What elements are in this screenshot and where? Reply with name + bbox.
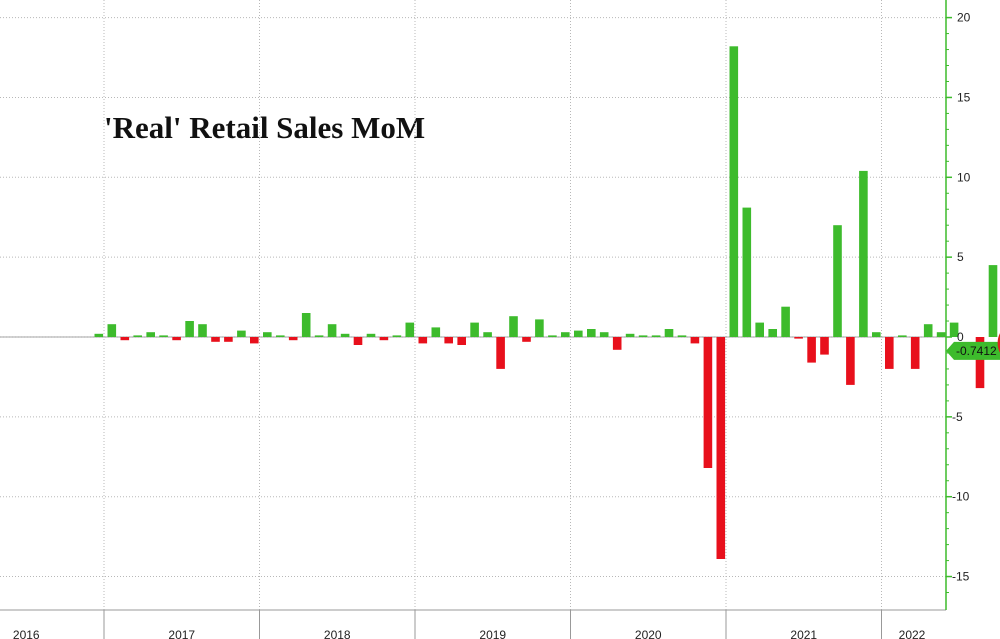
- bar: [910, 337, 920, 369]
- y-tick-label: 15: [957, 90, 971, 104]
- bar: [301, 313, 311, 337]
- bar: [781, 306, 790, 337]
- bar: [923, 324, 933, 337]
- x-tick-label: 2021: [790, 628, 817, 639]
- bar: [742, 207, 752, 337]
- x-tick-label: 2022: [899, 628, 926, 639]
- bar: [522, 337, 531, 342]
- x-tick-label: 2017: [168, 628, 195, 639]
- bar: [820, 337, 829, 355]
- bar: [625, 333, 635, 337]
- bar-layer: [94, 46, 998, 559]
- y-tick-label: 5: [957, 250, 964, 264]
- bar: [988, 265, 998, 337]
- bar: [211, 337, 220, 342]
- bar: [94, 333, 104, 337]
- bar: [146, 332, 155, 337]
- bar: [470, 322, 479, 337]
- bar: [288, 337, 298, 341]
- bar: [535, 319, 544, 337]
- bar: [561, 332, 570, 337]
- x-tick-label: 2018: [324, 628, 351, 639]
- bar: [703, 337, 713, 468]
- bar: [483, 332, 492, 337]
- bar: [457, 337, 466, 345]
- highlight-circle: [997, 333, 1000, 353]
- bar: [496, 337, 505, 369]
- bar: [133, 335, 142, 337]
- bar: [690, 337, 700, 344]
- chart-title: 'Real' Retail Sales MoM: [104, 110, 426, 145]
- bar: [664, 329, 674, 337]
- x-tick-label: 2019: [479, 628, 506, 639]
- bar: [936, 332, 946, 337]
- bar: [949, 322, 959, 337]
- y-tick-label: -10: [952, 490, 970, 504]
- bar: [729, 46, 739, 338]
- bar: [587, 329, 596, 337]
- y-tick-label: 0: [957, 330, 964, 344]
- bar: [651, 335, 661, 337]
- bar: [353, 337, 363, 345]
- bar: [638, 335, 648, 337]
- bar: [677, 335, 687, 337]
- y-tick-label: 20: [957, 11, 971, 25]
- y-tick-label: -5: [952, 410, 963, 424]
- bar: [807, 337, 816, 363]
- bar: [120, 337, 130, 341]
- bar: [716, 337, 726, 559]
- bar: [198, 324, 207, 337]
- bar: [237, 330, 246, 337]
- bar: [172, 337, 181, 341]
- last-value-marker: [946, 341, 1000, 360]
- bar: [418, 337, 428, 344]
- bar: [405, 322, 415, 337]
- bar: [612, 337, 622, 350]
- bar: [276, 335, 285, 337]
- bar: [224, 337, 233, 342]
- bar: [107, 324, 117, 337]
- bar: [859, 170, 868, 337]
- bar: [314, 335, 324, 337]
- x-tick-label: 2020: [635, 628, 662, 639]
- bar: [366, 333, 376, 337]
- x-tick-label: 2016: [13, 628, 40, 639]
- bar: [846, 337, 855, 385]
- bar: [250, 337, 259, 344]
- bar: [755, 322, 764, 337]
- bar: [872, 332, 881, 337]
- last-value-label: -0.7412: [956, 344, 997, 358]
- bar: [159, 335, 168, 337]
- bar: [794, 337, 803, 339]
- bar: [548, 335, 557, 337]
- bar: [975, 337, 985, 389]
- bar: [833, 225, 842, 337]
- bar: [340, 333, 350, 337]
- bar: [379, 337, 389, 341]
- grid-layer: [0, 0, 946, 610]
- bar: [431, 327, 441, 337]
- bar: [444, 337, 453, 344]
- bar: [392, 335, 402, 337]
- bar: [599, 332, 609, 337]
- bar: [885, 337, 894, 369]
- y-tick-label: -15: [952, 570, 970, 584]
- y-tick-label: 10: [957, 170, 971, 184]
- bar: [327, 324, 337, 337]
- bar: [509, 316, 518, 337]
- bar: [263, 332, 272, 337]
- bar: [898, 335, 907, 337]
- bar: [574, 330, 583, 337]
- bar: [185, 321, 194, 337]
- bar: [768, 329, 777, 337]
